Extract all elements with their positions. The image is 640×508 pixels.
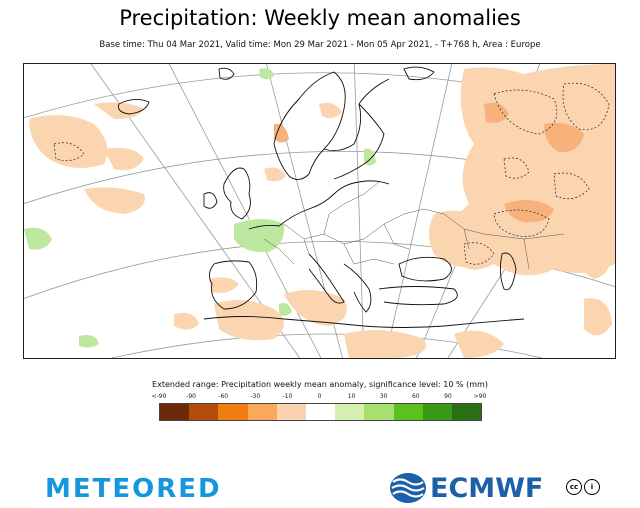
legend-tick: -10	[282, 393, 293, 400]
legend-color-swatch	[335, 404, 365, 420]
legend-title: Extended range: Precipitation weekly mea…	[152, 380, 488, 389]
chart-title: Precipitation: Weekly mean anomalies	[119, 6, 521, 30]
legend-color-swatch	[451, 404, 482, 420]
coastlines	[118, 66, 525, 328]
creative-commons-icon: cc	[566, 479, 582, 495]
legend-tick: <-90	[151, 393, 167, 400]
legend-ticks: <-90 -90 -60 -30 -10 0 10 30 60 90 >90	[152, 393, 487, 403]
ecmwf-logo: ECMWF	[388, 470, 543, 506]
legend-color-swatch	[422, 404, 452, 420]
meteored-logo: METEORED	[45, 474, 222, 504]
legend-color-swatch	[189, 404, 219, 420]
attribution-icon: i	[584, 479, 600, 495]
legend-color-swatch	[276, 404, 306, 420]
legend-tick: 30	[379, 393, 388, 400]
dry-anomaly-cores	[274, 102, 584, 223]
legend-colorbar	[159, 403, 482, 421]
ecmwf-emblem-icon	[390, 473, 426, 503]
significance-contours	[53, 82, 610, 265]
legend-tick: 60	[411, 393, 420, 400]
legend-tick: -60	[218, 393, 229, 400]
legend-tick: 10	[347, 393, 356, 400]
legend-tick: 0	[317, 393, 322, 400]
chart-subtitle: Base time: Thu 04 Mar 2021, Valid time: …	[99, 40, 541, 50]
legend-color-swatch	[305, 404, 336, 420]
legend-tick: >90	[473, 393, 487, 400]
country-borders	[263, 181, 565, 270]
dry-anomaly-areas	[29, 64, 615, 358]
legend-tick: -30	[250, 393, 261, 400]
map-canvas	[24, 64, 615, 358]
anomaly-map	[23, 63, 616, 359]
legend-color-swatch	[160, 404, 190, 420]
license-badge: cc i	[566, 479, 600, 495]
legend-color-swatch	[393, 404, 423, 420]
ecmwf-wordmark: ECMWF	[430, 472, 544, 504]
legend-color-swatch	[364, 404, 394, 420]
legend-tick: -90	[186, 393, 196, 400]
legend-color-swatch	[218, 404, 248, 420]
legend-tick: 90	[444, 393, 452, 400]
legend-color-swatch	[247, 404, 277, 420]
